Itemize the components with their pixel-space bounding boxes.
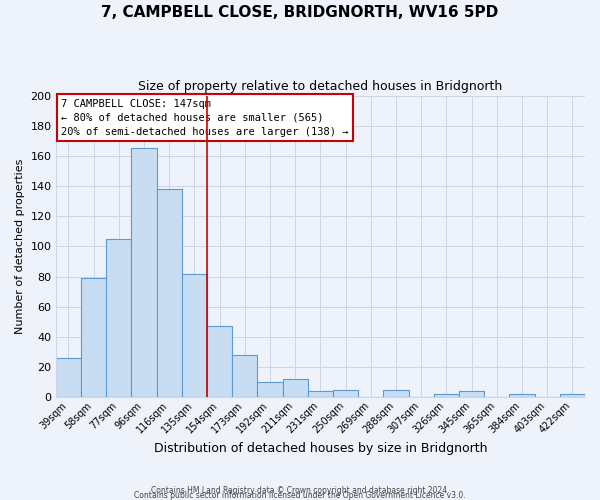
- Bar: [157, 189, 182, 398]
- Bar: [182, 274, 207, 398]
- Bar: [207, 326, 232, 398]
- Bar: [56, 358, 81, 398]
- X-axis label: Distribution of detached houses by size in Bridgnorth: Distribution of detached houses by size …: [154, 442, 487, 455]
- Bar: [81, 278, 106, 398]
- Bar: [459, 392, 484, 398]
- Bar: [333, 390, 358, 398]
- Bar: [383, 390, 409, 398]
- Bar: [283, 380, 308, 398]
- Bar: [257, 382, 283, 398]
- Text: 7, CAMPBELL CLOSE, BRIDGNORTH, WV16 5PD: 7, CAMPBELL CLOSE, BRIDGNORTH, WV16 5PD: [101, 5, 499, 20]
- Text: 7 CAMPBELL CLOSE: 147sqm
← 80% of detached houses are smaller (565)
20% of semi-: 7 CAMPBELL CLOSE: 147sqm ← 80% of detach…: [61, 98, 349, 136]
- Bar: [131, 148, 157, 398]
- Bar: [106, 239, 131, 398]
- Text: Contains public sector information licensed under the Open Government Licence v3: Contains public sector information licen…: [134, 490, 466, 500]
- Bar: [308, 392, 333, 398]
- Bar: [509, 394, 535, 398]
- Title: Size of property relative to detached houses in Bridgnorth: Size of property relative to detached ho…: [138, 80, 503, 93]
- Text: Contains HM Land Registry data © Crown copyright and database right 2024.: Contains HM Land Registry data © Crown c…: [151, 486, 449, 495]
- Y-axis label: Number of detached properties: Number of detached properties: [15, 159, 25, 334]
- Bar: [560, 394, 585, 398]
- Bar: [232, 355, 257, 398]
- Bar: [434, 394, 459, 398]
